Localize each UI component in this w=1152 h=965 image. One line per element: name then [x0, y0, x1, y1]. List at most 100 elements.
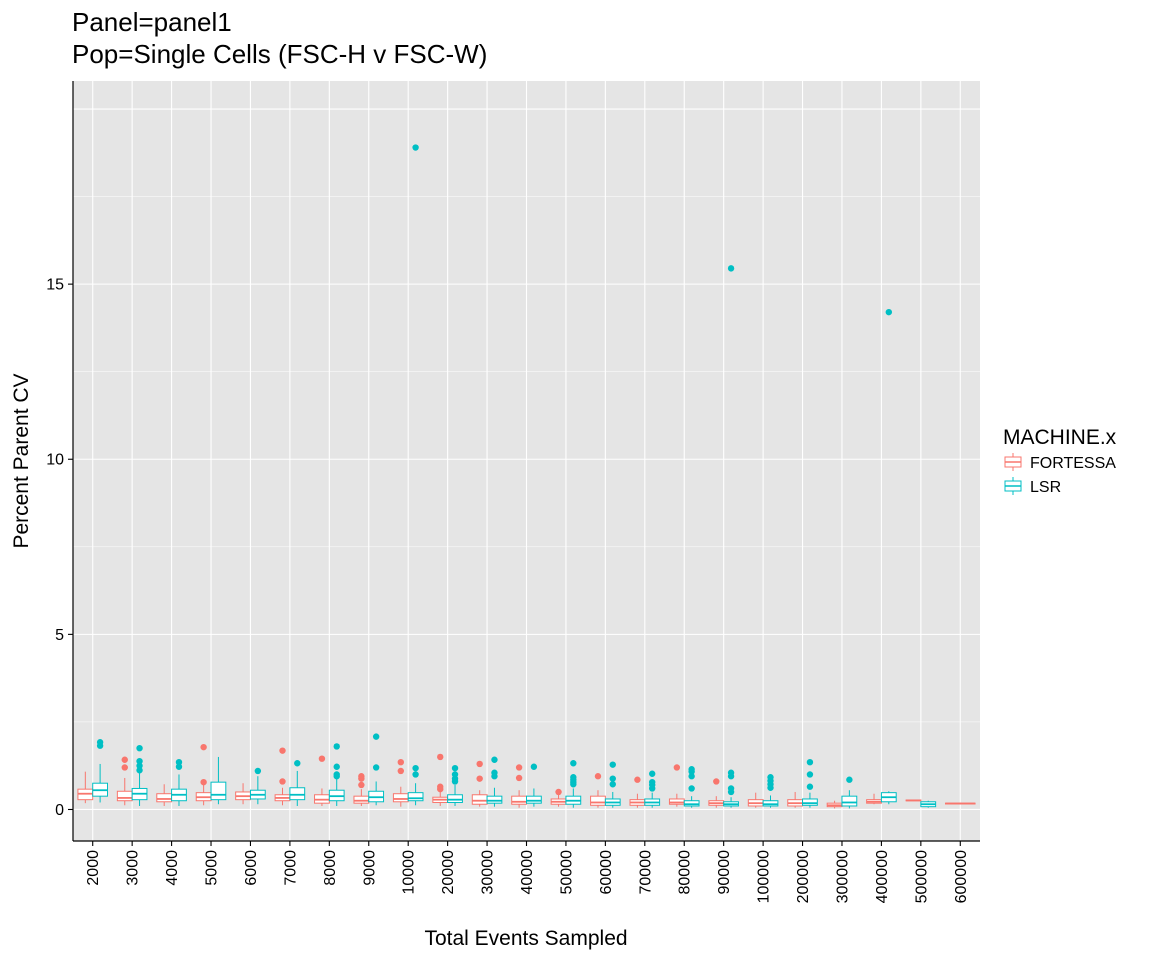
- chart-title-line-1: Panel=panel1: [72, 7, 232, 37]
- x-axis-ticks: 2000 3000 4000 5000 6000 7000 8000 9000 10000 200…: [85, 841, 970, 903]
- outlier-point: [609, 781, 616, 788]
- outlier-point: [713, 778, 720, 785]
- box-fortessa-5000: [195, 743, 212, 806]
- x-tick-label: 30000: [480, 850, 497, 895]
- x-tick-label: 50000: [558, 850, 575, 895]
- outlier-point: [200, 778, 207, 786]
- box-lsr-7000: [289, 760, 306, 806]
- outlier-point: [279, 747, 286, 754]
- y-tick-label: 0: [55, 802, 64, 819]
- box-fortessa-20000: [432, 753, 449, 806]
- box-lsr-5000: [210, 756, 227, 805]
- y-tick-label: 5: [55, 627, 64, 644]
- x-tick-label: 90000: [716, 850, 733, 895]
- box-body: [353, 795, 370, 804]
- outlier-point: [372, 733, 380, 740]
- outlier-point: [451, 764, 459, 772]
- legend-entry-lsr: LSR: [1004, 477, 1061, 496]
- outlier-point: [412, 771, 419, 778]
- outlier-point: [688, 773, 695, 780]
- box-lsr-30000: [486, 756, 503, 807]
- outlier-point: [437, 753, 444, 761]
- outlier-point: [200, 743, 207, 751]
- box-fortessa-40000: [511, 764, 527, 808]
- box-lsr-20000: [447, 764, 463, 806]
- box-fortessa-7000: [274, 747, 291, 806]
- box-fortessa-50000: [550, 788, 567, 807]
- legend-label-fortessa: FORTESSA: [1030, 455, 1116, 472]
- x-tick-label: 9000: [361, 850, 378, 886]
- box-fortessa-60000: [590, 773, 606, 808]
- outlier-point: [688, 785, 695, 792]
- outlier-point: [294, 760, 301, 767]
- outlier-point: [570, 760, 577, 767]
- outlier-point: [333, 743, 340, 750]
- box-body: [447, 794, 463, 803]
- box-lsr-6000: [249, 767, 266, 805]
- outlier-point: [254, 767, 262, 775]
- outlier-point: [648, 770, 656, 777]
- outlier-point: [397, 758, 405, 766]
- outlier-point: [555, 788, 562, 796]
- outlier-point: [136, 767, 143, 774]
- outlier-point: [609, 775, 616, 782]
- box-lsr-3000: [131, 744, 148, 806]
- outlier-point: [358, 775, 365, 782]
- legend-title: MACHINE.x: [1003, 426, 1117, 449]
- legend: MACHINE.x FORTESSA LSR: [1003, 426, 1117, 496]
- x-tick-label: 4000: [164, 850, 181, 886]
- box-lsr-90000: [723, 265, 739, 808]
- box-body: [407, 792, 424, 802]
- box-body: [526, 795, 542, 804]
- outlier-point: [648, 785, 656, 792]
- box-body: [511, 795, 527, 805]
- outlier-point: [515, 764, 523, 771]
- x-tick-label: 500000: [913, 850, 930, 903]
- outlier-point: [372, 764, 380, 771]
- outlier-point: [530, 763, 538, 770]
- x-tick-label: 6000: [243, 850, 260, 886]
- outlier-point: [121, 756, 128, 763]
- box-fortessa-70000: [629, 776, 646, 808]
- legend-entry-fortessa: FORTESSA: [1004, 453, 1116, 472]
- outlier-point: [609, 761, 616, 768]
- box-fortessa-600000: [944, 802, 976, 805]
- x-tick-label: 8000: [322, 850, 339, 886]
- outlier-point: [846, 776, 853, 783]
- box-lsr-40000: [526, 763, 542, 807]
- x-tick-label: 400000: [874, 850, 891, 903]
- outlier-point: [767, 784, 774, 791]
- outlier-point: [634, 776, 641, 783]
- outlier-point: [121, 764, 128, 771]
- outlier-point: [476, 775, 483, 782]
- x-tick-label: 70000: [637, 850, 654, 895]
- outlier-point: [885, 308, 893, 316]
- outlier-point: [136, 762, 143, 769]
- outlier-point: [136, 757, 143, 765]
- outlier-point: [491, 773, 498, 780]
- x-tick-label: 20000: [440, 850, 457, 895]
- box-body: [486, 795, 503, 804]
- outlier-point: [491, 756, 498, 763]
- box-body: [116, 790, 133, 802]
- outlier-point: [412, 144, 419, 151]
- chart-title-line-2: Pop=Single Cells (FSC-H v FSC-W): [72, 39, 487, 69]
- outlier-point: [333, 763, 340, 770]
- box-lsr-10000: [407, 144, 424, 806]
- outlier-point: [175, 758, 183, 766]
- outlier-point: [727, 265, 735, 272]
- outlier-point: [437, 785, 444, 793]
- y-axis-title: Percent Parent CV: [10, 373, 33, 548]
- legend-key-fortessa: [1004, 453, 1022, 471]
- box-lsr-2000: [92, 739, 109, 803]
- outlier-point: [594, 773, 602, 780]
- x-tick-label: 2000: [85, 850, 102, 886]
- outlier-point: [806, 783, 814, 790]
- x-tick-label: 7000: [282, 850, 299, 886]
- x-tick-label: 300000: [834, 850, 851, 903]
- legend-key-lsr: [1004, 477, 1022, 495]
- box-lsr-50000: [565, 760, 582, 808]
- box-lsr-9000: [368, 733, 385, 806]
